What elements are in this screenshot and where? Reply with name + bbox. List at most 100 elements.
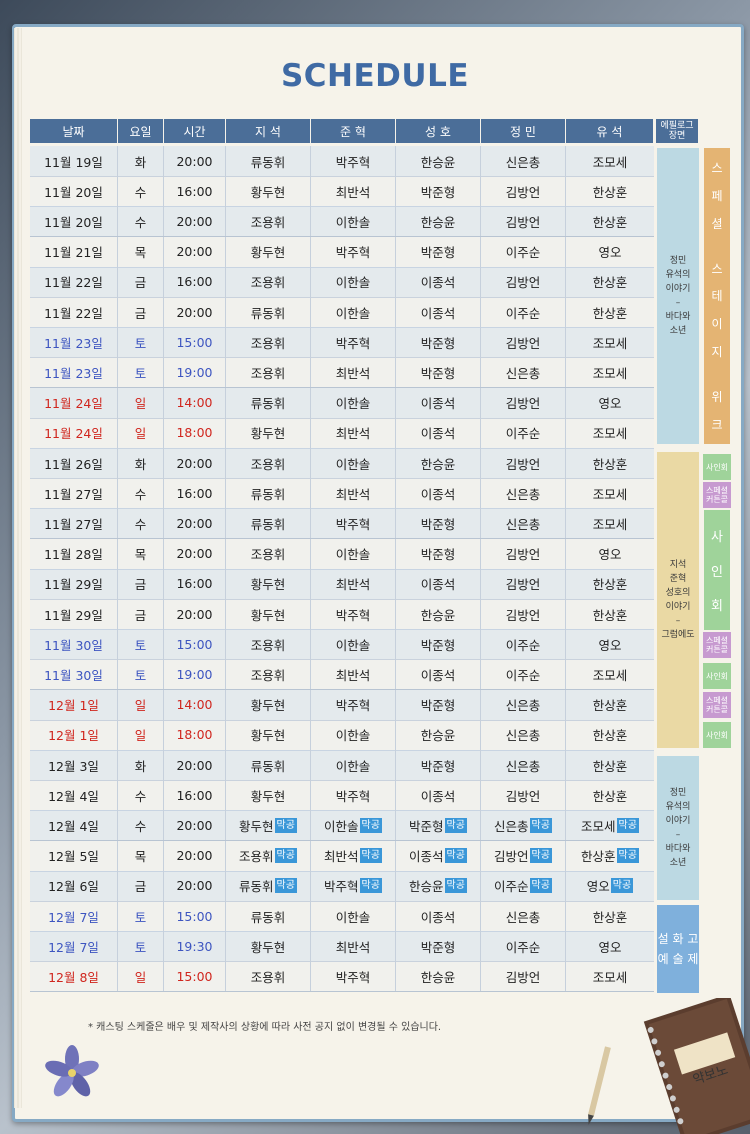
cell-text: 이한솔 <box>335 305 371 321</box>
cell-text: 토 <box>134 667 147 683</box>
cell-text: 조용휘 <box>250 275 286 291</box>
cell-text: 15:00 <box>176 636 213 652</box>
date-cell: 11월 21일 <box>30 236 118 267</box>
cell-text: 한상훈 <box>592 275 628 291</box>
tag-text: 사인회 <box>705 730 729 740</box>
date-cell: 11월 24일 <box>30 417 118 448</box>
cell-text: 한상훈 <box>592 456 628 472</box>
cast-cell: 최반석 <box>311 357 396 388</box>
cast-cell: 영오 <box>566 388 654 418</box>
epilogue-line: 소년 <box>669 326 687 336</box>
cell-text: 조용휘 <box>250 335 286 351</box>
cast-cell: 김방언 <box>481 568 566 599</box>
date-cell: 11월 29일 <box>30 599 118 629</box>
cast-cell: 한승윤 <box>396 719 481 750</box>
cast-cell: 황두현 <box>226 719 311 750</box>
cell-text: 이한솔 <box>335 214 371 230</box>
cell-text: 11월 26일 <box>44 456 103 472</box>
cell-text: 조모세 <box>592 335 628 351</box>
cell-text: 신은총 <box>505 365 541 381</box>
cell-text: 박주혁 <box>335 607 371 623</box>
cell-text: 박주혁 <box>324 879 359 895</box>
table-row: 11월 26일 화 20:00 조용휘 이한솔 한승윤 김방언 한상훈 <box>30 448 654 479</box>
cast-cell: 조모세 <box>566 146 654 176</box>
date-cell: 11월 20일 <box>30 206 118 237</box>
cast-cell: 박준형 <box>396 508 481 539</box>
table-row: 11월 29일 금 20:00 황두현 박주혁 한승윤 김방언 한상훈 <box>30 599 654 630</box>
cell-text: 16:00 <box>176 274 213 290</box>
tag-text: 스페셜 <box>705 696 729 705</box>
epilogue-line: 설 화 고 <box>657 932 699 946</box>
closing-badge: 막공 <box>444 817 467 833</box>
cast-cell: 박준형 막공 <box>396 810 481 841</box>
cell-text: 11월 20일 <box>44 184 103 200</box>
closing-badge: 막공 <box>359 848 382 864</box>
epilogue-line: 성호의 <box>665 588 691 598</box>
closing-badge: 막공 <box>444 848 467 864</box>
tag-text: 커튼콜 <box>705 645 729 654</box>
cast-cell: 김방언 <box>481 387 566 418</box>
time-cell: 19:00 <box>164 659 226 690</box>
cell-text: 박준형 <box>420 939 456 955</box>
cast-cell: 황두현 막공 <box>226 810 311 841</box>
cast-cell: 김방언 <box>481 176 566 207</box>
day-cell: 일 <box>118 719 164 750</box>
cell-text: 이종석 <box>420 275 456 291</box>
cell-text: 20:00 <box>176 455 213 471</box>
cell-text: 김방언 <box>505 969 541 985</box>
time-cell: 16:00 <box>164 176 226 207</box>
cell-text: 황두현 <box>250 245 286 261</box>
time-cell: 20:00 <box>164 146 226 176</box>
epilogue-line: 정민 <box>669 788 687 798</box>
cell-text: 영오 <box>586 879 610 895</box>
cell-text: 이주순 <box>505 637 541 653</box>
cell-text: 한상훈 <box>592 577 628 593</box>
cell-text: 한승윤 <box>420 728 456 744</box>
cast-cell: 류동휘 <box>226 387 311 418</box>
cast-cell: 신은총 <box>481 750 566 780</box>
cast-cell: 영오 <box>566 629 654 659</box>
time-cell: 14:00 <box>164 387 226 418</box>
cell-text: 이종석 <box>420 788 456 804</box>
cell-text: 조모세 <box>581 818 616 834</box>
column-header: 준 혁 <box>311 119 395 143</box>
cast-cell: 조모세 <box>566 327 654 357</box>
cell-text: 토 <box>134 637 147 653</box>
table-row: 11월 22일 금 16:00 조용휘 이한솔 이종석 김방언 한상훈 <box>30 266 654 298</box>
cell-text: 한상훈 <box>592 788 628 804</box>
cell-text: 신은총 <box>505 698 541 714</box>
cast-cell: 박준형 <box>396 357 481 388</box>
column-header: 날짜 <box>30 119 117 143</box>
table-row: 11월 20일 수 16:00 황두현 최반석 박준형 김방언 한상훈 <box>30 176 654 208</box>
cell-text: 16:00 <box>176 485 213 501</box>
time-cell: 20:00 <box>164 206 226 237</box>
time-cell: 19:00 <box>164 357 226 388</box>
cell-text: 20:00 <box>176 244 213 260</box>
cast-cell: 한승윤 <box>396 961 481 992</box>
cast-cell: 최반석 <box>311 568 396 599</box>
epilogue-line: – <box>675 616 681 626</box>
date-cell: 12월 1일 <box>30 689 118 720</box>
cell-text: 한승윤 <box>420 154 456 170</box>
cast-cell: 박주혁 <box>311 780 396 811</box>
cell-text: 12월 1일 <box>48 698 99 714</box>
cell-text: 박주혁 <box>335 516 371 532</box>
cell-text: 20:00 <box>176 878 213 894</box>
cast-cell: 이주순 막공 <box>481 870 566 901</box>
cell-text: 박준형 <box>420 516 456 532</box>
cast-cell: 이주순 <box>481 236 566 267</box>
cast-cell: 이한솔 <box>311 538 396 569</box>
cell-text: 이한솔 <box>335 637 371 653</box>
cast-cell: 황두현 <box>226 931 311 962</box>
cast-cell: 이종석 막공 <box>396 840 481 871</box>
table-row: 11월 20일 수 20:00 조용휘 이한솔 한승윤 김방언 한상훈 <box>30 206 654 238</box>
cell-text: 수 <box>134 788 147 804</box>
cell-text: 이한솔 <box>335 547 371 563</box>
cell-text: 류동휘 <box>250 305 286 321</box>
cast-cell: 조모세 <box>566 508 654 538</box>
date-cell: 11월 22일 <box>30 266 118 297</box>
vertical-char: 이 <box>711 317 723 332</box>
cell-text: 김방언 <box>505 275 541 291</box>
cell-text: 이한솔 <box>335 456 371 472</box>
